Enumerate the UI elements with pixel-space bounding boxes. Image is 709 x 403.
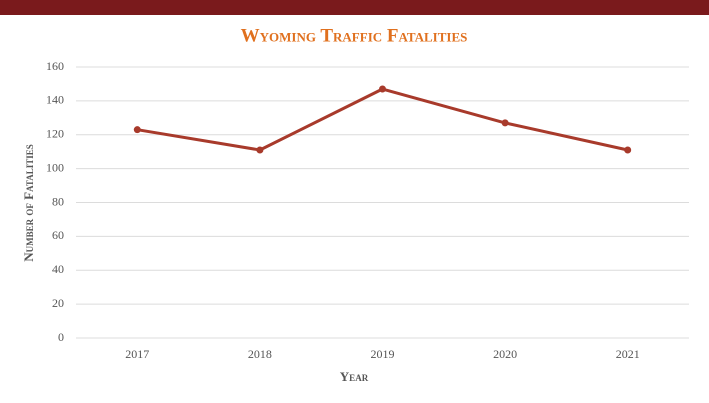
y-tick-label: 80: [52, 194, 64, 208]
header-bar: [0, 0, 709, 15]
x-axis-label: Year: [340, 369, 369, 384]
y-axis-label: Number of Fatalities: [21, 144, 36, 262]
y-tick-label: 60: [52, 228, 64, 242]
data-point: [624, 146, 632, 154]
y-tick-label: 160: [46, 59, 64, 73]
y-tick-label: 100: [46, 160, 64, 174]
data-point: [501, 119, 509, 127]
data-point: [379, 85, 386, 93]
y-tick-label: 40: [52, 262, 64, 276]
data-point: [133, 126, 141, 134]
y-tick-label: 140: [46, 93, 64, 107]
x-tick-label: 2020: [493, 347, 517, 361]
x-tick-label: 2019: [371, 347, 395, 361]
y-tick-label: 120: [46, 127, 64, 141]
y-tick-label: 20: [52, 296, 64, 310]
x-tick-label: 2021: [616, 347, 640, 361]
data-line: [137, 87, 629, 152]
x-tick-label: 2018: [248, 347, 272, 361]
x-tick-label: 2017: [125, 347, 149, 361]
data-point: [256, 146, 264, 154]
chart-title: Wyoming Traffic Fatalities: [241, 25, 468, 46]
y-tick-label: 0: [58, 330, 64, 344]
